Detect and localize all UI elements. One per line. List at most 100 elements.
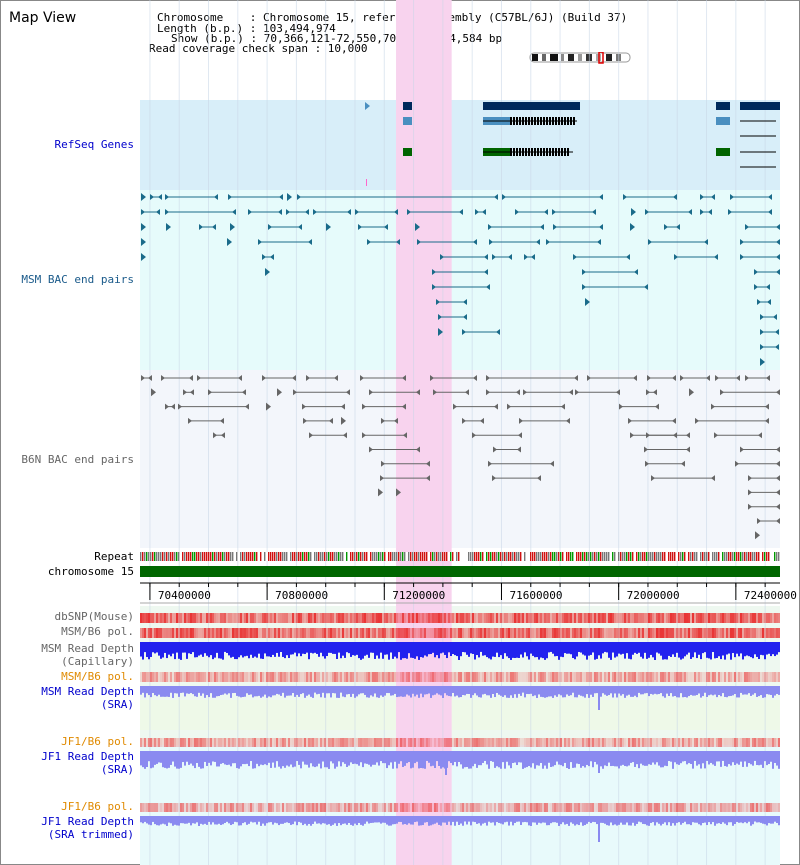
b6n-bac-pair-end[interactable] — [647, 375, 651, 381]
msm-bac-pair-end[interactable] — [582, 269, 586, 275]
msm-bac-pair-end[interactable] — [524, 254, 528, 260]
msm-bac-pair-end[interactable] — [757, 299, 761, 305]
msm-bac-pair-end[interactable] — [508, 254, 512, 260]
msm-bac-pair-end[interactable] — [484, 254, 488, 260]
msm-bac-pair-end[interactable] — [776, 269, 780, 275]
msm-bac-pair-end[interactable] — [648, 239, 652, 245]
msm-bac-pair-end[interactable] — [634, 269, 638, 275]
track-label-msm-pol-2[interactable]: MSM/B6 pol. — [61, 670, 134, 683]
msm-bac-pair-end[interactable] — [766, 284, 770, 290]
msm-bac-pair-end[interactable] — [199, 224, 203, 230]
b6n-bac-pair-end[interactable] — [402, 375, 406, 381]
b6n-bac-pair-end[interactable] — [416, 389, 420, 396]
msm-bac-pair-end[interactable] — [436, 299, 440, 305]
b6n-bac-pair-end[interactable] — [695, 417, 699, 424]
b6n-bac-pair-end[interactable] — [362, 403, 366, 410]
msm-bac-pair-end[interactable] — [582, 284, 586, 290]
b6n-bac-end[interactable] — [151, 388, 156, 397]
gene-exon[interactable] — [570, 117, 572, 125]
msm-bac-pair-end[interactable] — [212, 224, 216, 230]
track-label-jf1-pol-2[interactable]: JF1/B6 pol. — [61, 800, 134, 813]
b6n-bac-pair-end[interactable] — [403, 432, 407, 439]
track-label-jf1-depth-trim[interactable]: JF1 Read Depth — [41, 815, 134, 828]
msm-bac-pair-end[interactable] — [268, 224, 272, 230]
b6n-bac-pair-end[interactable] — [488, 460, 492, 467]
gene-exon[interactable] — [552, 117, 554, 125]
b6n-bac-pair-end[interactable] — [473, 375, 477, 381]
msm-bac-pair-end[interactable] — [286, 209, 290, 215]
msm-bac-pair-end[interactable] — [432, 269, 436, 275]
b6n-bac-end[interactable] — [277, 388, 282, 397]
msm-bac-pair-end[interactable] — [492, 254, 496, 260]
msm-bac-end[interactable] — [438, 328, 443, 336]
msm-bac-pair-end[interactable] — [700, 194, 704, 200]
msm-bac-pair-end[interactable] — [158, 194, 162, 200]
msm-bac-pair-end[interactable] — [754, 284, 758, 290]
msm-bac-pair-end[interactable] — [486, 284, 490, 290]
b6n-bac-pair-end[interactable] — [711, 403, 715, 410]
b6n-bac-pair-end[interactable] — [616, 389, 620, 396]
msm-bac-pair-end[interactable] — [488, 224, 492, 230]
b6n-bac-pair-end[interactable] — [681, 460, 685, 467]
b6n-bac-pair-end[interactable] — [776, 460, 780, 467]
msm-bac-pair-end[interactable] — [775, 329, 779, 335]
msm-bac-pair-end[interactable] — [156, 209, 160, 215]
gene-block[interactable] — [716, 117, 730, 125]
msm-bac-end[interactable] — [630, 223, 635, 231]
b6n-bac-pair-end[interactable] — [507, 403, 511, 410]
b6n-bac-pair-end[interactable] — [745, 375, 749, 381]
track-label-jf1-pol-1[interactable]: JF1/B6 pol. — [61, 735, 134, 748]
b6n-bac-pair-end[interactable] — [765, 417, 769, 424]
b6n-bac-pair-end[interactable] — [776, 446, 780, 453]
b6n-bac-pair-end[interactable] — [171, 403, 175, 410]
msm-bac-pair-end[interactable] — [463, 314, 467, 320]
b6n-bac-pair-end[interactable] — [492, 475, 496, 482]
msm-bac-end[interactable] — [415, 223, 420, 231]
gene-exon[interactable] — [561, 117, 563, 125]
b6n-bac-pair-end[interactable] — [550, 460, 554, 467]
b6n-bac-end[interactable] — [396, 488, 401, 497]
msm-bac-pair-end[interactable] — [278, 209, 282, 215]
gene-exon[interactable] — [573, 117, 575, 125]
b6n-bac-pair-end[interactable] — [462, 417, 466, 424]
msm-bac-pair-end[interactable] — [776, 254, 780, 260]
msm-bac-pair-end[interactable] — [711, 194, 715, 200]
gene-block[interactable] — [483, 117, 510, 125]
msm-bac-pair-end[interactable] — [714, 254, 718, 260]
b6n-bac-pair-end[interactable] — [706, 375, 710, 381]
b6n-bac-pair-end[interactable] — [380, 475, 384, 482]
msm-bac-pair-end[interactable] — [141, 209, 145, 215]
track-label-msm-depth-sra[interactable]: MSM Read Depth — [41, 685, 134, 698]
msm-bac-pair-end[interactable] — [459, 209, 463, 215]
gene-exon[interactable] — [522, 148, 524, 156]
msm-bac-pair-end[interactable] — [540, 224, 544, 230]
b6n-bac-pair-end[interactable] — [740, 446, 744, 453]
b6n-bac-pair-end[interactable] — [465, 389, 469, 396]
msm-bac-pair-end[interactable] — [494, 194, 498, 200]
b6n-bac-pair-end[interactable] — [197, 375, 201, 381]
b6n-bac-pair-end[interactable] — [566, 417, 570, 424]
gene-exon[interactable] — [564, 117, 566, 125]
gene-exon[interactable] — [540, 148, 542, 156]
msm-bac-end[interactable] — [141, 253, 146, 261]
b6n-bac-pair-end[interactable] — [309, 432, 313, 439]
gene-exon[interactable] — [564, 148, 566, 156]
msm-bac-pair-end[interactable] — [768, 209, 772, 215]
b6n-bac-pair-end[interactable] — [493, 446, 497, 453]
msm-bac-pair-end[interactable] — [150, 194, 154, 200]
b6n-bac-pair-end[interactable] — [242, 389, 246, 396]
b6n-bac-pair-end[interactable] — [633, 375, 637, 381]
b6n-bac-pair-end[interactable] — [653, 389, 657, 396]
msm-bac-pair-end[interactable] — [776, 224, 780, 230]
b6n-bac-pair-end[interactable] — [680, 375, 684, 381]
gene-exon[interactable] — [534, 117, 536, 125]
msm-bac-pair-end[interactable] — [347, 209, 351, 215]
b6n-bac-pair-end[interactable] — [141, 375, 145, 381]
msm-bac-pair-end[interactable] — [597, 239, 601, 245]
b6n-bac-end[interactable] — [689, 388, 694, 397]
b6n-bac-pair-end[interactable] — [303, 417, 307, 424]
b6n-bac-pair-end[interactable] — [430, 375, 434, 381]
track-label-msm-depth-cap[interactable]: MSM Read Depth — [41, 642, 134, 655]
msm-bac-pair-end[interactable] — [165, 209, 169, 215]
msm-bac-pair-end[interactable] — [740, 254, 744, 260]
